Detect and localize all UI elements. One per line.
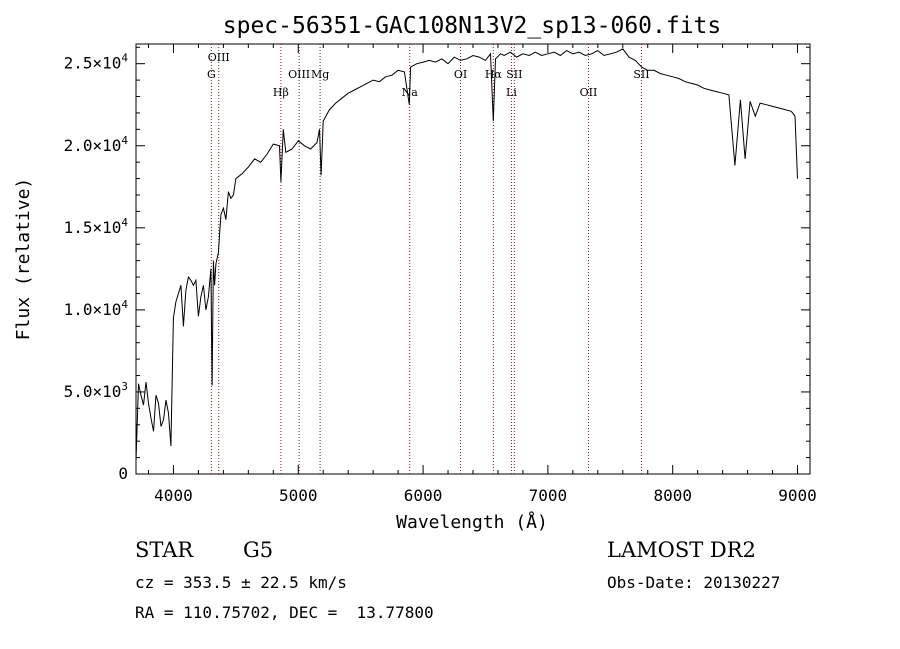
redshift-velocity: cz = 353.5 ± 22.5 km/s (135, 573, 347, 592)
line-label-3: OIII (288, 68, 310, 81)
coordinates: RA = 110.75702, DEC = 13.77800 (135, 603, 434, 622)
line-label-11: SII (633, 68, 649, 81)
plot-frame (135, 43, 811, 475)
x-tick-label: 8000 (653, 486, 692, 505)
y-tick-label: 1.5×104 (64, 216, 129, 237)
line-label-4: Mg (311, 68, 329, 81)
y-tick-label: 2.0×104 (64, 134, 129, 155)
y-tick-label: 1.0×104 (64, 298, 129, 319)
line-label-0: G (207, 68, 216, 81)
survey-name: LAMOST DR2 (607, 538, 756, 562)
chart-title: spec-56351-GAC108N13V2_sp13-060.fits (223, 13, 722, 39)
line-label-6: OI (454, 68, 467, 81)
y-tick-label: 0 (118, 464, 128, 483)
x-tick-label: 5000 (279, 486, 318, 505)
line-label-2: Hβ (273, 86, 289, 99)
y-tick-label: 2.5×104 (64, 52, 129, 73)
x-tick-label: 7000 (529, 486, 568, 505)
observation-date: Obs-Date: 20130227 (607, 573, 781, 592)
y-axis-label: Flux (relative) (13, 178, 34, 341)
y-tick-label: 5.0×103 (64, 380, 128, 401)
y-axis-ticks: 0 5.0×103 1.0×104 1.5×104 2.0×104 2.5×104 (64, 46, 810, 483)
x-axis-label: Wavelength (Å) (396, 511, 548, 533)
line-label-9: SII (506, 68, 522, 81)
x-tick-label: 9000 (778, 486, 817, 505)
object-subclass: G5 (243, 538, 274, 562)
x-tick-label: 6000 (404, 486, 443, 505)
object-class: STAR (135, 538, 194, 562)
line-label-1: OIII (208, 51, 230, 64)
line-label-8: Li (506, 86, 517, 99)
line-label-10: OII (580, 86, 598, 99)
line-label-7: Hα (485, 68, 503, 81)
spectrum-line (135, 48, 798, 461)
x-axis-ticks: 4000 5000 6000 7000 8000 9000 (147, 44, 817, 505)
x-tick-label: 4000 (154, 486, 193, 505)
